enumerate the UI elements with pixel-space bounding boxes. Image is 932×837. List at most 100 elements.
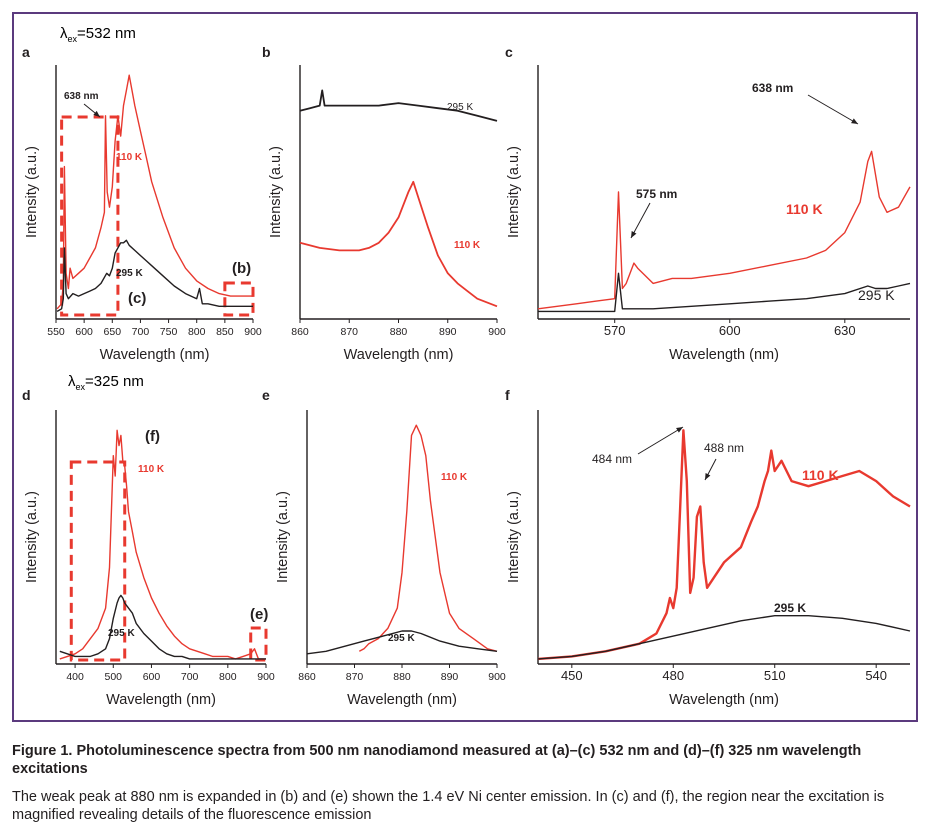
panel-b: b 860 870 880 890 900 Wavelength (nm) Intensity… (262, 44, 506, 363)
series-line-295k (306, 630, 498, 655)
series-line-295k (299, 89, 498, 122)
x-tick-label: 860 (291, 326, 309, 338)
annotation-arrow (630, 202, 651, 239)
y-axis-label: Intensity (a.u.) (275, 491, 291, 583)
y-axis-label: Intensity (a.u.) (24, 146, 40, 238)
x-tick-label: 650 (104, 326, 122, 338)
annotation: 484 nm (592, 452, 632, 466)
arrow-head (705, 473, 711, 480)
annotation: (b) (232, 260, 251, 277)
x-tick-label: 600 (719, 323, 741, 338)
excitation-label-top: λex=532 nm (60, 25, 136, 44)
highlight-box (223, 281, 255, 317)
x-tick-label: 510 (764, 668, 786, 683)
series-line-295k (59, 594, 266, 660)
highlight-box (60, 115, 120, 317)
panel-letter: f (505, 387, 510, 403)
highlight-box (249, 626, 268, 662)
caption-title: Figure 1. Photoluminescence spectra from… (12, 743, 862, 777)
x-axis-label: Wavelength (nm) (347, 692, 457, 708)
annotation: 575 nm (636, 187, 677, 201)
y-axis-label: Intensity (a.u.) (24, 491, 40, 583)
arrow-head (93, 110, 100, 117)
x-tick-label: 800 (219, 671, 237, 683)
series-line-295k (56, 239, 253, 313)
x-axis-label: Wavelength (nm) (106, 692, 216, 708)
series-line-110k (56, 74, 253, 310)
annotation: 110 K (138, 464, 165, 475)
series-line-295k (537, 615, 911, 660)
annotation: 638 nm (752, 81, 793, 95)
annotation: 295 K (388, 633, 415, 644)
x-tick-label: 890 (441, 671, 459, 683)
annotation: 488 nm (704, 441, 744, 455)
x-tick-label: 880 (393, 671, 411, 683)
x-axis-label: Wavelength (nm) (100, 347, 210, 363)
series-line-110k (299, 180, 498, 308)
x-tick-label: 870 (340, 326, 358, 338)
annotation: 295 K (447, 102, 473, 113)
annotation: 295 K (116, 268, 143, 279)
annotation: 295 K (858, 287, 895, 303)
figure-frame (12, 12, 918, 722)
series-line-110k (59, 429, 266, 660)
caption-body: The weak peak at 880 nm is expanded in (… (12, 789, 885, 823)
y-axis-label: Intensity (a.u.) (506, 146, 522, 238)
panel-c: c 570 600 630 Wavelength (nm) Intensity (a.u.… (505, 44, 911, 363)
annotation: 110 K (116, 152, 143, 163)
x-tick-label: 570 (604, 323, 626, 338)
highlight-box (69, 460, 127, 662)
x-tick-label: 900 (244, 326, 262, 338)
panel-e: e 860 870 880 890 900 Wavelength (nm) Intensity… (262, 387, 506, 708)
x-tick-label: 450 (561, 668, 583, 683)
panel-letter: e (262, 387, 270, 403)
panel-f: f 450 480 510 540 Wavelength (nm) Intensity (a… (505, 387, 911, 708)
x-tick-label: 850 (216, 326, 234, 338)
x-tick-label: 900 (488, 326, 506, 338)
series-line-110k (358, 424, 498, 652)
y-axis-label: Intensity (a.u.) (268, 146, 284, 238)
annotation: 110 K (441, 472, 468, 483)
arrow-head (851, 118, 858, 124)
x-tick-label: 860 (298, 671, 316, 683)
series-line-110k (537, 150, 911, 310)
annotation: 638 nm (64, 91, 99, 102)
x-axis-label: Wavelength (nm) (344, 347, 454, 363)
x-tick-label: 630 (834, 323, 856, 338)
annotation: 110 K (802, 467, 839, 483)
panel-letter: a (22, 44, 30, 60)
annotation-arrow (807, 94, 859, 125)
x-tick-label: 750 (160, 326, 178, 338)
x-tick-label: 600 (75, 326, 93, 338)
x-tick-label: 880 (390, 326, 408, 338)
annotation: (f) (145, 428, 160, 445)
series-line-295k (538, 272, 911, 313)
annotation-arrow (637, 426, 684, 455)
panel-letter: b (262, 44, 271, 60)
x-tick-label: 400 (66, 671, 84, 683)
annotation: 110 K (786, 201, 823, 217)
excitation-label-bottom: λex=325 nm (68, 373, 144, 392)
x-tick-label: 480 (662, 668, 684, 683)
x-tick-label: 900 (488, 671, 506, 683)
x-tick-label: 550 (47, 326, 65, 338)
x-tick-label: 900 (257, 671, 275, 683)
x-tick-label: 600 (143, 671, 161, 683)
x-tick-label: 700 (181, 671, 199, 683)
x-tick-label: 890 (439, 326, 457, 338)
y-axis-label: Intensity (a.u.) (506, 491, 522, 583)
annotation: 110 K (454, 240, 481, 251)
annotation: 295 K (108, 628, 135, 639)
series-line-110k (537, 429, 911, 661)
x-tick-label: 800 (188, 326, 206, 338)
panel-d: d 400 500 600 700 800 900 Wavelength (nm) Intens… (22, 387, 275, 708)
figure-panels: λex=532 nm λex=325 nm a 550 600 650 700 750 80… (22, 25, 911, 708)
arrow-head (631, 231, 637, 238)
annotation: (c) (128, 290, 146, 307)
x-axis-label: Wavelength (nm) (669, 347, 779, 363)
annotation: 295 K (774, 601, 806, 615)
x-tick-label: 700 (132, 326, 150, 338)
panel-letter: c (505, 44, 513, 60)
panel-letter: d (22, 387, 31, 403)
x-tick-label: 540 (865, 668, 887, 683)
